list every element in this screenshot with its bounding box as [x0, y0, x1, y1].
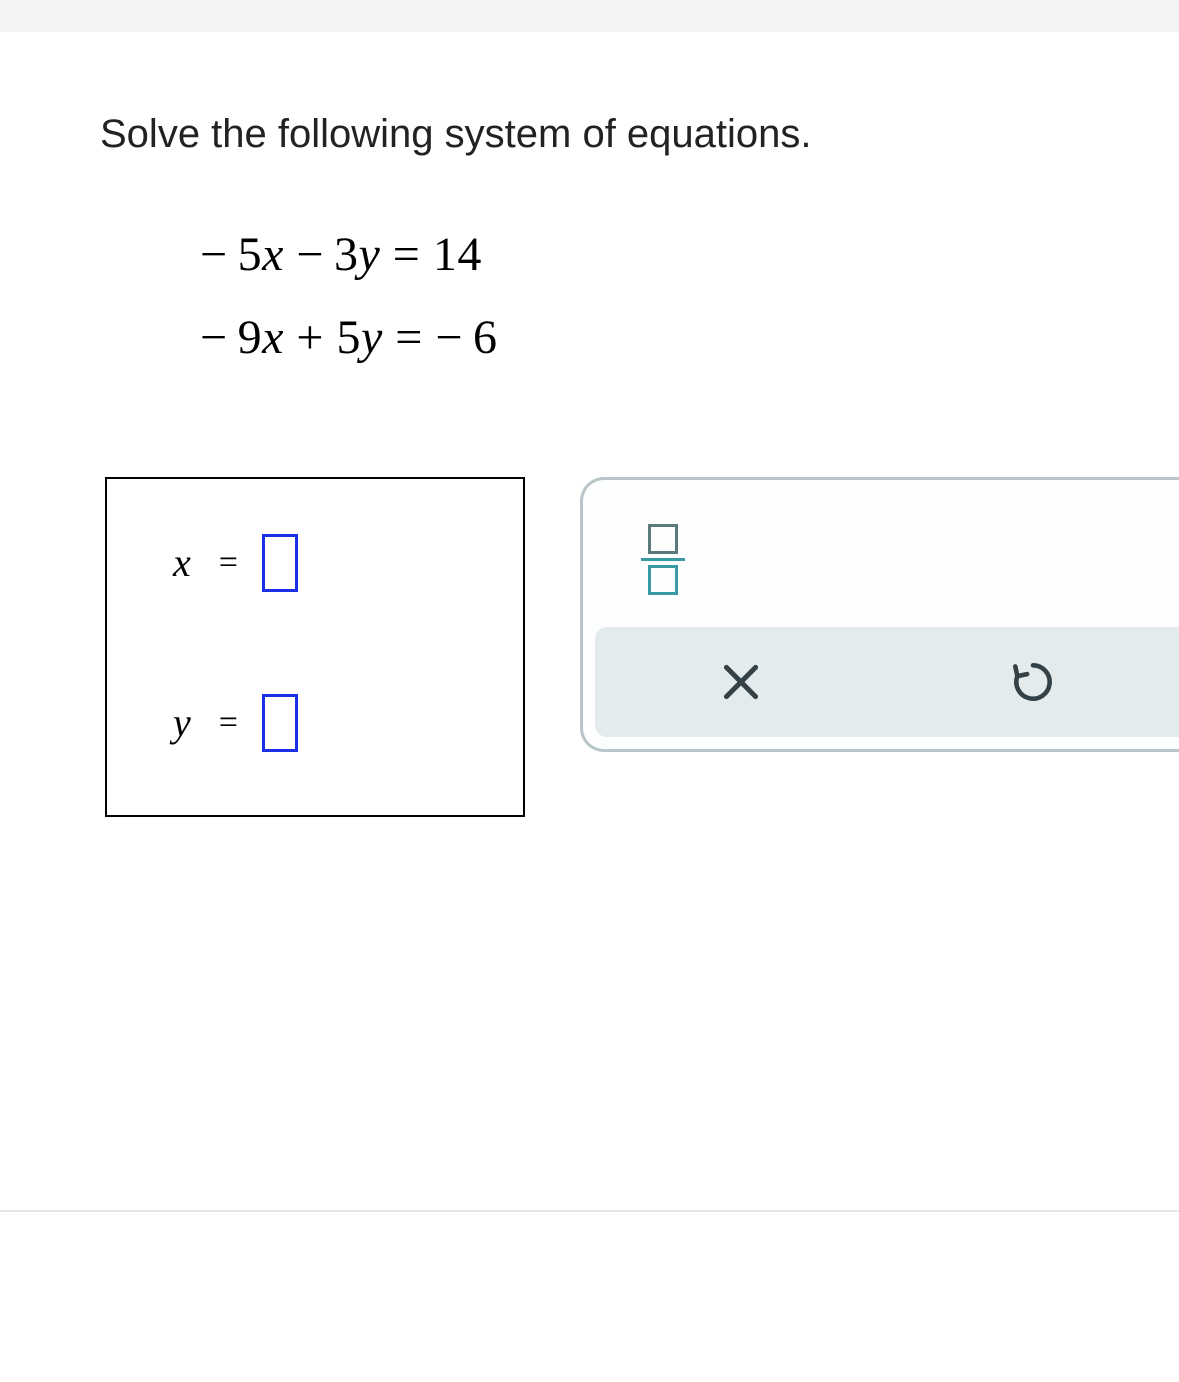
problem-content: Solve the following system of equations.… — [0, 32, 1179, 377]
fraction-icon — [648, 565, 678, 595]
top-bar — [0, 0, 1179, 32]
y-input[interactable] — [262, 694, 298, 752]
x-input[interactable] — [262, 534, 298, 592]
equation-system: − 5x − 3y = 14 − 9x + 5y = − 6 — [200, 217, 1179, 377]
tool-panel — [580, 477, 1179, 752]
clear-button[interactable] — [595, 627, 887, 737]
undo-icon — [1008, 657, 1058, 707]
fraction-icon — [641, 558, 685, 561]
answer-row-x: x = — [173, 534, 298, 592]
equation-2: − 9x + 5y = − 6 — [200, 300, 1179, 377]
x-label: x — [173, 539, 191, 586]
y-label: y — [173, 699, 191, 746]
bottom-divider — [0, 1210, 1179, 1212]
equation-1: − 5x − 3y = 14 — [200, 217, 1179, 294]
action-bar — [595, 627, 1179, 737]
instruction-text: Solve the following system of equations. — [100, 112, 1179, 157]
fraction-button[interactable] — [613, 500, 713, 620]
undo-button[interactable] — [887, 627, 1179, 737]
answer-row-y: y = — [173, 694, 298, 752]
close-icon — [716, 657, 766, 707]
y-equals: = — [219, 704, 238, 742]
fraction-icon — [648, 524, 678, 554]
x-equals: = — [219, 544, 238, 582]
answer-box: x = y = — [105, 477, 525, 817]
